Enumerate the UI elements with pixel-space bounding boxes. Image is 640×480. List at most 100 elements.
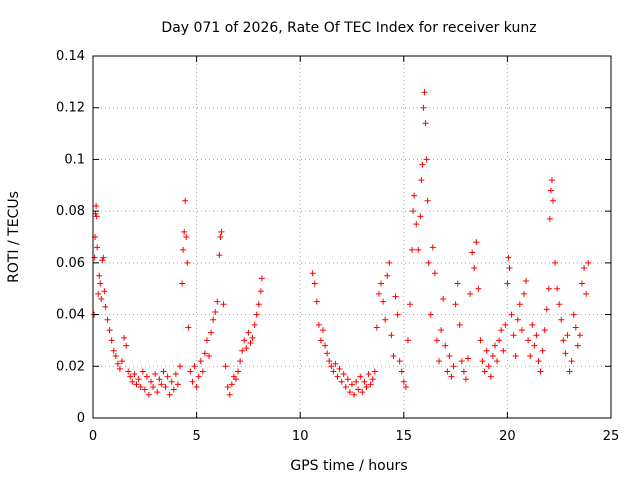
x-tick-label: 25 xyxy=(603,429,620,444)
data-point xyxy=(467,290,474,297)
data-point xyxy=(392,293,399,300)
data-point xyxy=(148,378,155,385)
data-point xyxy=(398,368,405,375)
data-point xyxy=(174,381,181,388)
data-point xyxy=(129,378,136,385)
data-point xyxy=(531,342,538,349)
data-point xyxy=(506,265,513,272)
data-point xyxy=(334,373,341,380)
data-point xyxy=(218,228,225,235)
data-point xyxy=(110,347,117,354)
data-point xyxy=(106,327,113,334)
data-point xyxy=(535,358,542,365)
data-point xyxy=(547,187,554,194)
data-point xyxy=(114,360,121,367)
data-point xyxy=(249,334,256,341)
data-point xyxy=(241,337,248,344)
data-point xyxy=(365,371,372,378)
data-point xyxy=(574,342,581,349)
data-point xyxy=(359,389,366,396)
data-point xyxy=(425,259,432,266)
data-point xyxy=(185,324,192,331)
data-point xyxy=(187,368,194,375)
data-point xyxy=(108,337,115,344)
data-point xyxy=(135,376,142,383)
data-point xyxy=(131,371,138,378)
data-point xyxy=(423,156,430,163)
data-point xyxy=(516,301,523,308)
data-point xyxy=(537,368,544,375)
data-point xyxy=(162,383,169,390)
data-point xyxy=(94,244,101,251)
data-point xyxy=(419,161,426,168)
data-point xyxy=(239,347,246,354)
x-tick-label: 0 xyxy=(89,429,97,444)
data-point xyxy=(102,303,109,310)
data-point xyxy=(96,272,103,279)
data-point xyxy=(226,391,233,398)
data-point xyxy=(317,337,324,344)
data-point xyxy=(510,332,517,339)
data-point xyxy=(481,368,488,375)
data-point xyxy=(562,350,569,357)
data-point xyxy=(483,347,490,354)
data-point xyxy=(556,301,563,308)
data-point xyxy=(181,228,188,235)
data-point xyxy=(431,270,438,277)
data-point xyxy=(324,350,331,357)
data-point xyxy=(477,337,484,344)
data-point xyxy=(208,329,215,336)
data-point xyxy=(375,290,382,297)
data-point xyxy=(436,358,443,365)
y-tick-label: 0 xyxy=(77,411,85,426)
data-point xyxy=(247,340,254,347)
data-point xyxy=(438,327,445,334)
x-tick-label: 5 xyxy=(192,429,200,444)
data-point xyxy=(357,373,364,380)
data-point xyxy=(378,280,385,287)
data-point xyxy=(465,355,472,362)
data-point xyxy=(217,234,224,240)
data-point xyxy=(166,391,173,398)
x-tick-label: 20 xyxy=(499,429,516,444)
data-point xyxy=(566,368,573,375)
data-point xyxy=(442,342,449,349)
data-point xyxy=(199,368,206,375)
data-point xyxy=(418,177,425,184)
data-point xyxy=(189,378,196,385)
data-point xyxy=(216,252,223,259)
data-point xyxy=(394,311,401,318)
data-point xyxy=(415,246,422,253)
data-point xyxy=(191,363,198,370)
data-point xyxy=(498,327,505,334)
data-point xyxy=(309,270,316,277)
data-point xyxy=(203,337,210,344)
data-point xyxy=(384,272,391,279)
data-point xyxy=(363,383,370,390)
plot-frame xyxy=(92,55,612,419)
data-point xyxy=(388,332,395,339)
axis-ticks: 0 5 10 15 20 25 0 0.02 0.04 0.06 0.08 0.1 0.12 0.14 xyxy=(56,49,619,444)
data-point xyxy=(95,290,102,297)
data-point xyxy=(133,381,140,388)
data-point xyxy=(100,254,107,261)
data-point xyxy=(469,249,476,256)
data-point xyxy=(123,342,130,349)
data-point xyxy=(564,332,571,339)
data-point xyxy=(502,321,509,328)
data-point xyxy=(450,363,457,370)
data-point xyxy=(97,280,104,287)
data-point xyxy=(541,327,548,334)
data-point xyxy=(98,296,105,303)
data-point xyxy=(116,365,123,372)
data-point xyxy=(160,368,167,375)
data-point xyxy=(433,337,440,344)
data-point xyxy=(494,358,501,365)
data-point xyxy=(444,368,451,375)
data-point xyxy=(427,311,434,318)
data-point xyxy=(543,306,550,313)
data-point xyxy=(235,368,242,375)
data-point xyxy=(93,202,100,209)
data-point xyxy=(344,376,351,383)
data-point xyxy=(505,254,512,261)
